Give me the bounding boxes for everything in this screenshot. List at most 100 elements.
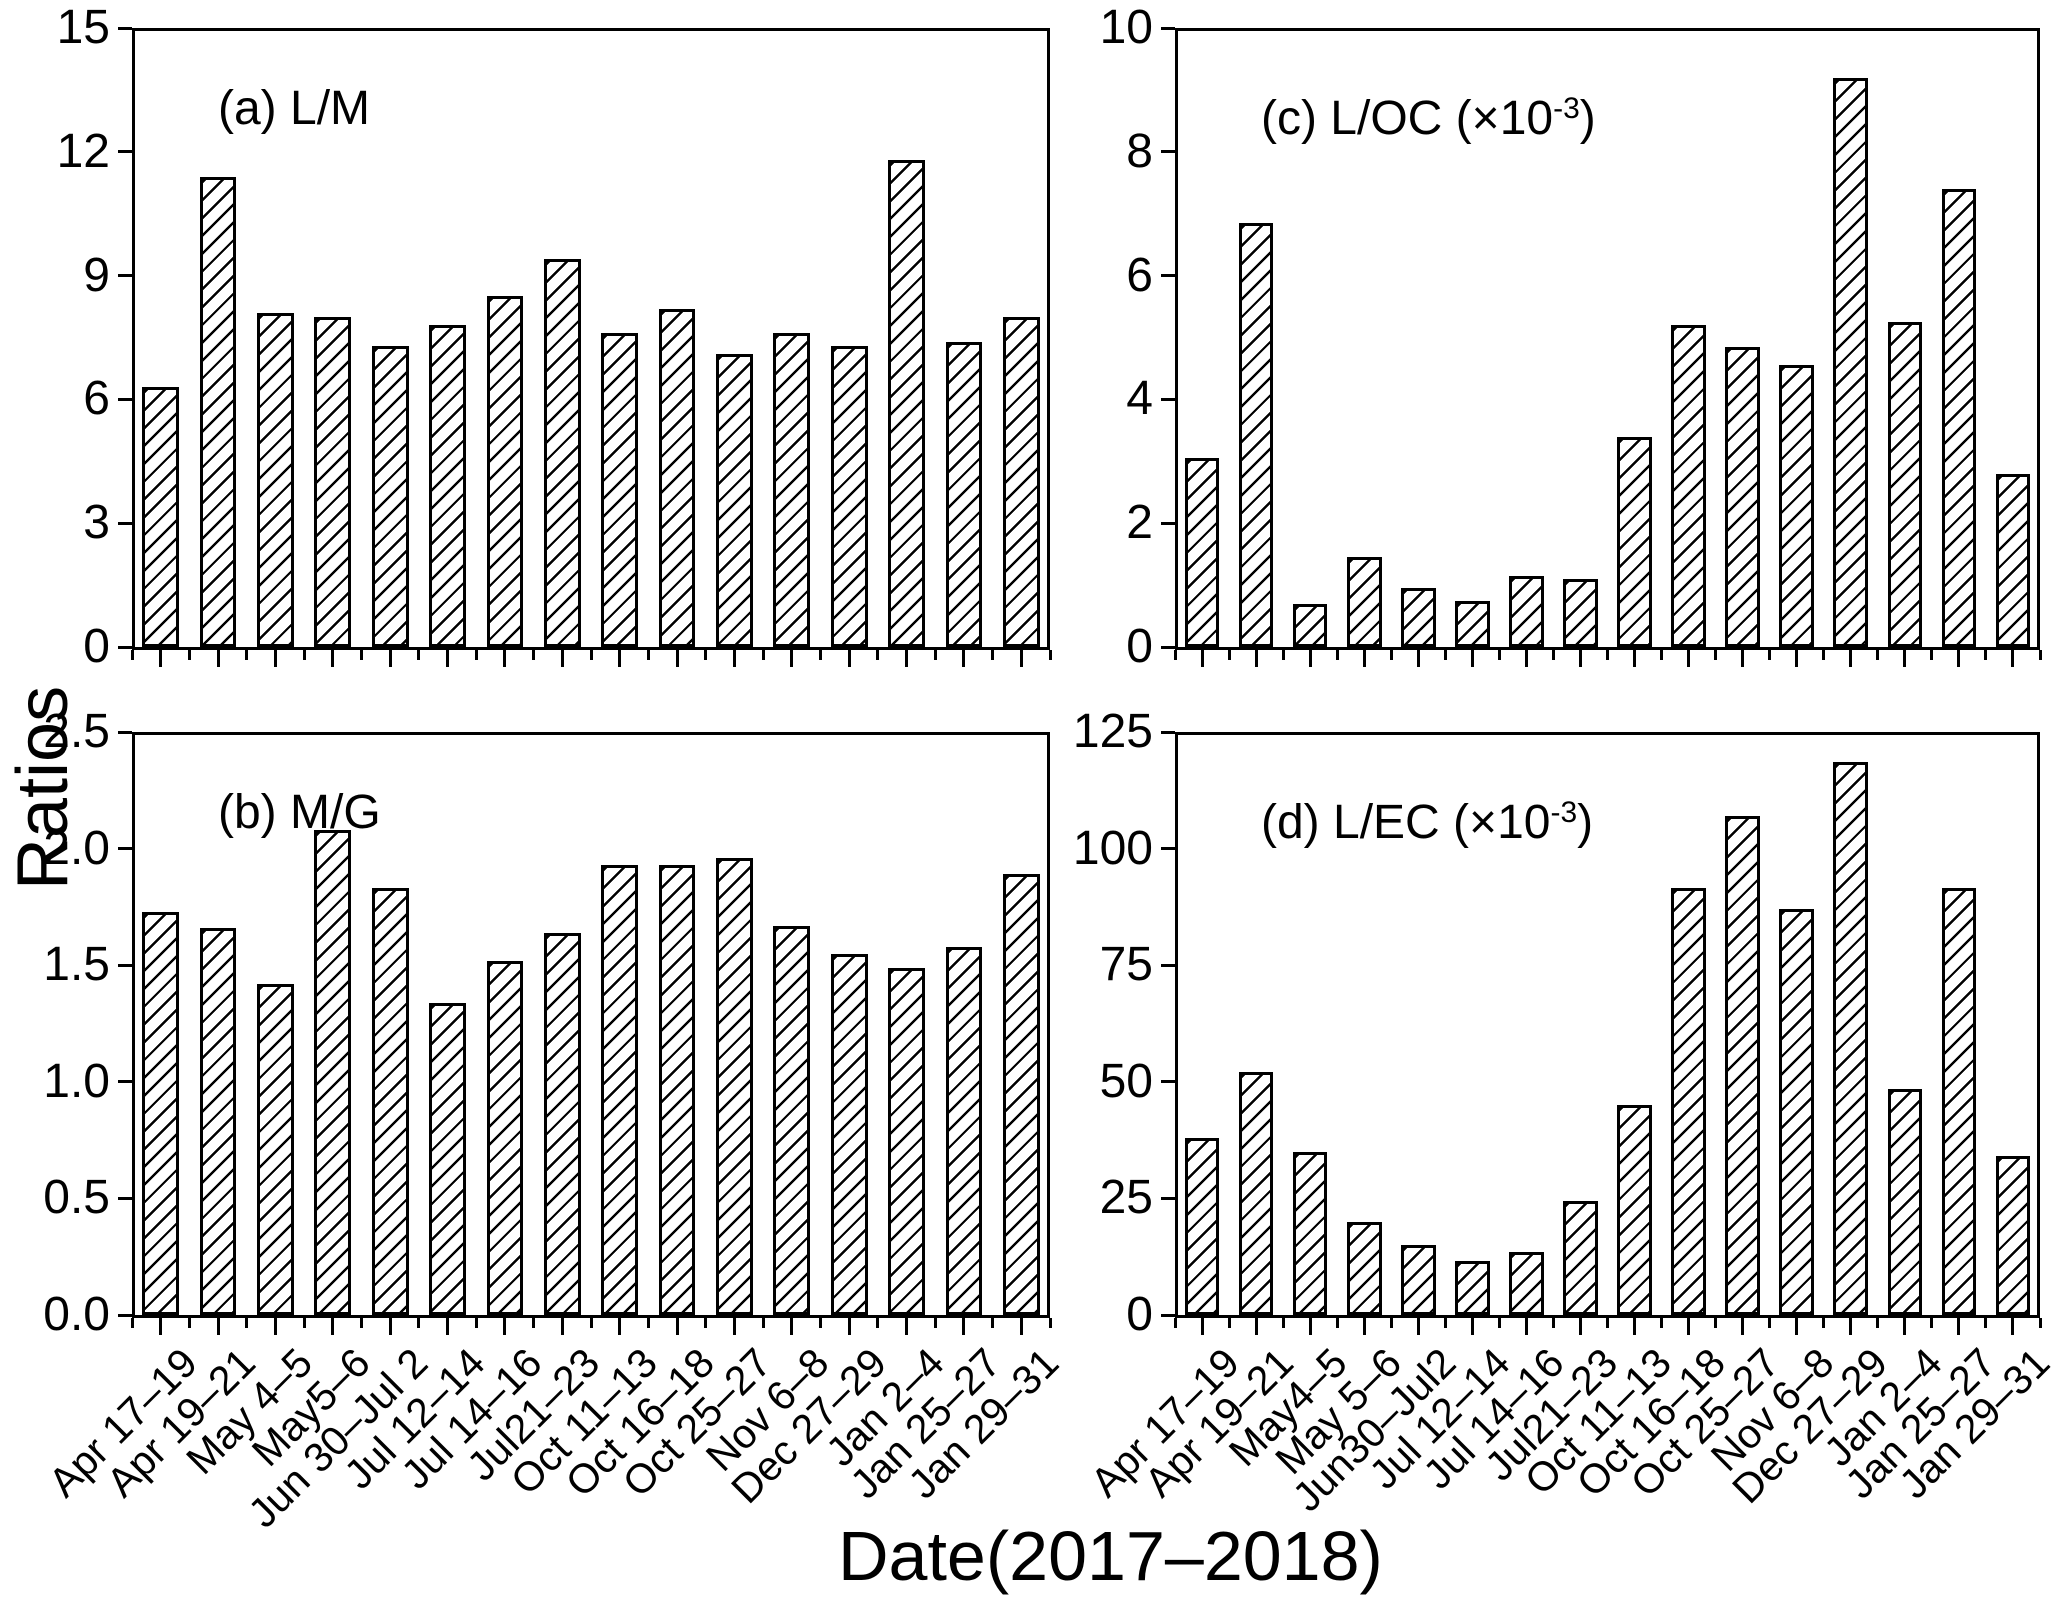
bar-c-7: [1509, 575, 1544, 647]
x-major-tick-a: [618, 650, 622, 667]
bar-a-2: [199, 176, 237, 647]
bar-a-16: [1002, 316, 1040, 647]
y-tick-label-c: 6: [1126, 248, 1153, 302]
panel-title-text: (b) M/G: [218, 786, 381, 839]
panel-title-close: ): [1577, 796, 1594, 849]
x-minor-tick-d: [1389, 1318, 1393, 1328]
bar-c-8: [1563, 578, 1598, 647]
x-major-tick-d: [1470, 1318, 1474, 1335]
y-tick-label-c: 2: [1126, 496, 1153, 550]
y-tick-label-b: 2.5: [43, 705, 110, 758]
panel-title-text: (d) L/EC (×10: [1261, 796, 1551, 849]
x-minor-tick-a: [991, 650, 995, 660]
y-tick-label-a: 6: [83, 372, 110, 426]
x-major-tick-a: [790, 650, 794, 667]
x-minor-tick-d: [1768, 1318, 1772, 1328]
x-major-tick-b: [962, 1318, 966, 1335]
x-major-tick-c: [1633, 650, 1637, 667]
x-major-tick-a: [331, 650, 335, 667]
bar-a-15: [945, 341, 983, 647]
x-major-tick-d: [1362, 1318, 1366, 1335]
y-tick-label-d: 0: [1126, 1288, 1153, 1341]
figure-x-axis-label: Date(2017–2018): [838, 1517, 1383, 1595]
y-tick-a: [118, 150, 132, 154]
x-minor-tick-a: [646, 650, 650, 660]
y-tick-c: [1161, 645, 1175, 649]
y-tick-label-d: 100: [1072, 821, 1153, 875]
x-major-tick-c: [1903, 650, 1907, 667]
bar-b-15: [945, 946, 983, 1315]
x-minor-tick-a: [245, 650, 249, 660]
x-minor-tick-b: [589, 1318, 593, 1328]
y-tick-a: [118, 397, 132, 401]
x-major-tick-b: [732, 1318, 736, 1335]
bar-b-10: [658, 864, 696, 1315]
x-minor-tick-b: [360, 1318, 363, 1328]
bar-a-3: [257, 312, 294, 647]
bar-d-6: [1455, 1261, 1490, 1315]
x-minor-tick-c: [1497, 650, 1501, 660]
y-tick-label-b: 2.0: [43, 821, 110, 875]
bar-c-6: [1455, 600, 1490, 647]
bar-a-9: [601, 333, 639, 647]
x-major-tick-a: [675, 650, 679, 667]
x-major-tick-b: [216, 1318, 220, 1335]
bar-a-4: [314, 316, 352, 647]
y-tick-a: [118, 645, 132, 649]
panel-title-b: (b) M/G: [218, 788, 381, 838]
x-major-tick-c: [1578, 650, 1582, 667]
bar-b-16: [1002, 874, 1040, 1315]
x-major-tick-a: [503, 650, 507, 667]
y-tick-label-a: 9: [83, 248, 110, 302]
bar-b-8: [543, 932, 581, 1315]
y-tick-label-b: 0.5: [43, 1171, 110, 1225]
x-major-tick-d: [1903, 1318, 1907, 1335]
bar-c-12: [1779, 365, 1814, 647]
x-major-tick-b: [790, 1318, 794, 1335]
x-minor-tick-a: [876, 650, 880, 660]
x-major-tick-a: [159, 650, 163, 667]
x-minor-tick-d: [1443, 1318, 1447, 1328]
x-minor-tick-a: [187, 650, 191, 660]
bar-b-2: [199, 927, 237, 1315]
y-tick-label-c: 8: [1126, 124, 1153, 178]
x-major-tick-b: [675, 1318, 679, 1335]
x-major-tick-d: [1416, 1318, 1420, 1335]
x-major-tick-c: [1524, 650, 1528, 667]
x-major-tick-c: [1308, 650, 1312, 667]
y-tick-label-c: 10: [1099, 1, 1153, 54]
bar-d-12: [1779, 909, 1814, 1315]
y-tick-c: [1161, 26, 1175, 30]
x-minor-tick-b: [532, 1318, 536, 1328]
x-major-tick-b: [273, 1318, 277, 1335]
x-minor-tick-b: [876, 1318, 880, 1328]
bar-c-15: [1941, 188, 1977, 647]
x-major-tick-b: [446, 1318, 450, 1335]
x-minor-tick-d: [1660, 1318, 1664, 1328]
x-minor-tick-d: [1714, 1318, 1718, 1328]
x-minor-tick-a: [933, 650, 937, 660]
y-tick-label-b: 1.0: [43, 1054, 110, 1108]
x-major-tick-a: [446, 650, 450, 667]
x-minor-tick-b: [245, 1318, 249, 1328]
x-major-tick-d: [1524, 1318, 1528, 1335]
x-major-tick-a: [847, 650, 851, 667]
x-major-tick-d: [1308, 1318, 1312, 1335]
y-tick-label-d: 125: [1072, 705, 1153, 758]
y-tick-c: [1161, 150, 1175, 154]
x-minor-tick-c: [1389, 650, 1393, 660]
x-minor-tick-b: [417, 1318, 421, 1328]
bar-d-8: [1563, 1200, 1598, 1315]
x-minor-tick-c: [1822, 650, 1826, 660]
bar-c-2: [1238, 222, 1274, 647]
x-minor-tick-d: [1173, 1318, 1177, 1328]
x-major-tick-b: [1019, 1318, 1023, 1335]
y-tick-d: [1161, 1080, 1175, 1084]
x-minor-tick-d: [2038, 1318, 2042, 1328]
y-tick-label-a: 12: [56, 124, 110, 178]
x-minor-tick-a: [761, 650, 765, 660]
bar-a-11: [716, 354, 753, 647]
x-major-tick-b: [618, 1318, 622, 1335]
x-major-tick-d: [1633, 1318, 1637, 1335]
x-minor-tick-a: [417, 650, 421, 660]
